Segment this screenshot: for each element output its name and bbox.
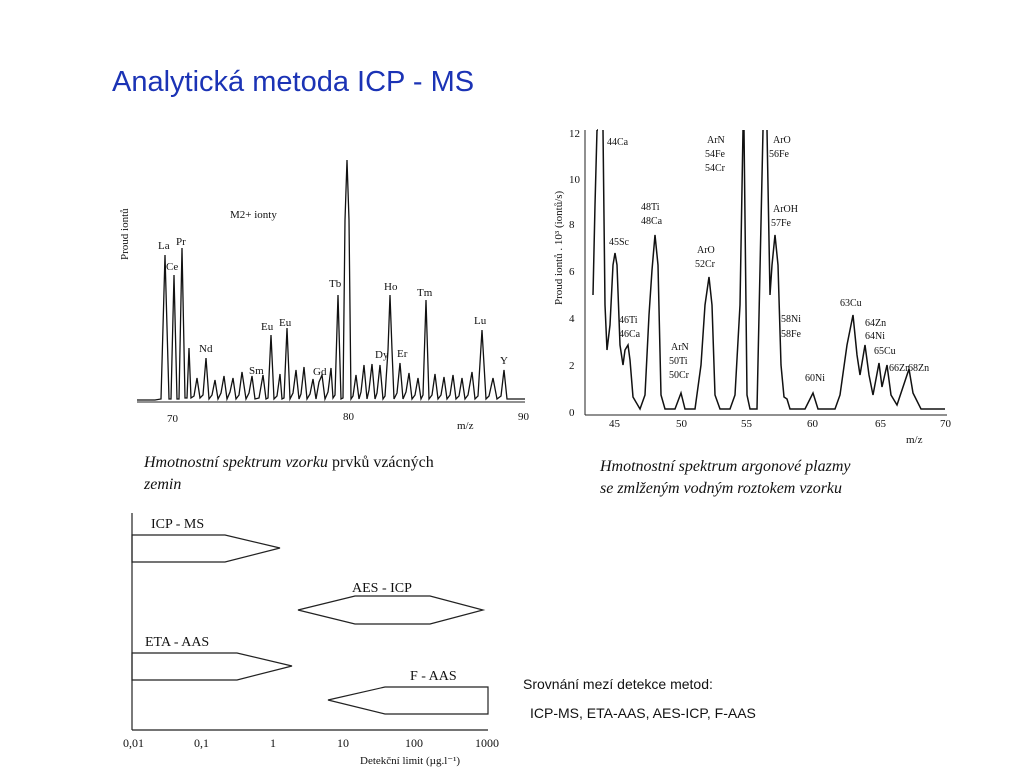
argon-ylabel: Proud iontů . 10³ (iontů/s) bbox=[553, 190, 565, 305]
peak-dy: Dy bbox=[375, 349, 389, 361]
label-eta-aas: ETA - AAS bbox=[145, 635, 209, 650]
lbl-aro-52: ArO bbox=[697, 245, 715, 256]
lbl-48ca: 48Ca bbox=[641, 216, 663, 227]
ree-caption-line2: zemin bbox=[144, 476, 182, 493]
lbl-50cr: 50Cr bbox=[669, 370, 690, 381]
peak-la: La bbox=[158, 240, 170, 252]
aes-icp-range bbox=[297, 595, 486, 625]
label-icp-ms: ICP - MS bbox=[151, 517, 204, 532]
detection-limits-diagram: ICP - MS AES - ICP ETA - AAS F - AAS 0,0… bbox=[123, 513, 499, 767]
peak-y: Y bbox=[500, 355, 508, 367]
argon-ytick-2: 2 bbox=[569, 360, 575, 372]
lbl-65cu: 65Cu bbox=[874, 346, 896, 357]
ree-caption-italic: Hmotnostní spektrum vzorku bbox=[144, 454, 328, 471]
argon-ytick-8: 8 bbox=[569, 219, 575, 231]
lbl-arn-50: ArN bbox=[671, 342, 689, 353]
lbl-60ni: 60Ni bbox=[805, 373, 825, 384]
peak-nd: Nd bbox=[199, 343, 213, 355]
peak-tb: Tb bbox=[329, 278, 342, 290]
argon-xtick-55: 55 bbox=[741, 418, 753, 430]
label-f-aas: F - AAS bbox=[410, 669, 457, 684]
lbl-54cr: 54Cr bbox=[705, 163, 726, 174]
lbl-63cu: 63Cu bbox=[840, 298, 862, 309]
argon-xtick-45: 45 bbox=[609, 418, 621, 430]
lbl-68zn: 68Zn bbox=[908, 363, 929, 374]
lbl-48ti: 48Ti bbox=[641, 202, 660, 213]
lbl-54fe: 54Fe bbox=[705, 149, 726, 160]
lbl-66zn: 66Zn bbox=[889, 363, 910, 374]
lbl-58fe: 58Fe bbox=[781, 329, 802, 340]
peak-eu-1: Eu bbox=[261, 321, 274, 333]
argon-caption: Hmotnostní spektrum argonové plazmy se z… bbox=[600, 456, 960, 500]
lbl-aro-56: ArO bbox=[773, 135, 791, 146]
lbl-64ni: 64Ni bbox=[865, 331, 885, 342]
lbl-arn-54: ArN bbox=[707, 135, 725, 146]
argon-xtick-50: 50 bbox=[676, 418, 688, 430]
peak-er: Er bbox=[397, 348, 408, 360]
lbl-aroh: ArOH bbox=[773, 204, 798, 215]
peak-lu: Lu bbox=[474, 315, 487, 327]
ree-ylabel: Proud iontů bbox=[119, 208, 131, 260]
argon-ytick-6: 6 bbox=[569, 266, 575, 278]
ree-tick-80: 80 bbox=[343, 411, 355, 423]
eta-aas-range bbox=[131, 652, 293, 681]
dl-tick-10: 10 bbox=[337, 736, 349, 750]
peak-tm: Tm bbox=[417, 287, 433, 299]
dl-tick-01: 0,1 bbox=[194, 736, 209, 750]
peak-pr: Pr bbox=[176, 236, 186, 248]
argon-xlabel: m/z bbox=[906, 434, 923, 446]
peak-gd: Gd bbox=[313, 366, 327, 378]
dl-tick-100: 100 bbox=[405, 736, 423, 750]
peak-ho: Ho bbox=[384, 281, 398, 293]
dl-tick-001: 0,01 bbox=[123, 736, 144, 750]
argon-ytick-4: 4 bbox=[569, 313, 575, 325]
ree-spectrum: Proud iontů M2+ ionty La Ce Pr Nd Sm Eu … bbox=[119, 159, 530, 432]
ree-caption-rest: prvků vzácných bbox=[327, 454, 434, 471]
ree-tick-70: 70 bbox=[167, 413, 179, 425]
lbl-46ti: 46Ti bbox=[619, 315, 638, 326]
argon-xtick-70: 70 bbox=[940, 418, 952, 430]
lbl-46ca: 46Ca bbox=[619, 329, 641, 340]
peak-ce: Ce bbox=[166, 261, 178, 273]
label-aes-icp: AES - ICP bbox=[352, 581, 412, 596]
comparison-methods: ICP-MS, ETA-AAS, AES-ICP, F-AAS bbox=[530, 705, 756, 721]
argon-xtick-65: 65 bbox=[875, 418, 887, 430]
lbl-56fe: 56Fe bbox=[769, 149, 790, 160]
f-aas-range bbox=[327, 686, 489, 715]
ree-caption: Hmotnostní spektrum vzorku prvků vzácnýc… bbox=[144, 452, 524, 496]
slide-title: Analytická metoda ICP - MS bbox=[112, 66, 475, 98]
argon-trace bbox=[592, 129, 945, 411]
lbl-45sc: 45Sc bbox=[609, 237, 630, 248]
lbl-58ni: 58Ni bbox=[781, 314, 801, 325]
lbl-52cr: 52Cr bbox=[695, 259, 716, 270]
ree-trace bbox=[137, 159, 525, 402]
peak-sm: Sm bbox=[249, 365, 264, 377]
icp-ms-range bbox=[131, 534, 281, 563]
argon-ytick-12: 12 bbox=[569, 128, 580, 140]
dl-xlabel: Detekční limit (µg.l⁻¹) bbox=[360, 755, 460, 767]
lbl-57fe: 57Fe bbox=[771, 218, 792, 229]
ree-tick-90: 90 bbox=[518, 411, 530, 423]
ree-annotation: M2+ ionty bbox=[230, 209, 277, 221]
peak-eu-2: Eu bbox=[279, 317, 292, 329]
dl-tick-1: 1 bbox=[270, 736, 276, 750]
lbl-50ti: 50Ti bbox=[669, 356, 688, 367]
ree-xlabel: m/z bbox=[457, 420, 474, 432]
lbl-64zn: 64Zn bbox=[865, 318, 886, 329]
argon-caption-line2: se zmlženým vodným roztokem vzorku bbox=[600, 480, 843, 497]
argon-ytick-10: 10 bbox=[569, 174, 581, 186]
argon-caption-line1: Hmotnostní spektrum argonové plazmy bbox=[600, 458, 851, 475]
comparison-heading: Srovnání mezí detekce metod: bbox=[523, 676, 713, 692]
argon-xtick-60: 60 bbox=[807, 418, 819, 430]
argon-spectrum: Proud iontů . 10³ (iontů/s) 0 2 4 6 8 10… bbox=[553, 128, 952, 446]
argon-ytick-0: 0 bbox=[569, 407, 575, 419]
lbl-44ca: 44Ca bbox=[607, 137, 629, 148]
dl-tick-1000: 1000 bbox=[475, 736, 499, 750]
